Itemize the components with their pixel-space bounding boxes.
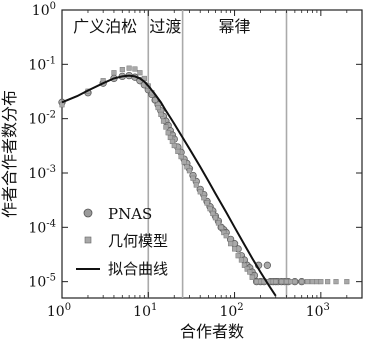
region-label: 广义泊松 [73, 17, 137, 36]
x-tick-label: 100 [47, 302, 71, 320]
legend: PNAS 几何模型 拟合曲线 [76, 205, 168, 278]
geometric-model-point [325, 279, 331, 285]
fit-curve-series [61, 74, 277, 297]
geometric-model-point [184, 164, 190, 170]
geometric-model-point [190, 175, 196, 181]
geometric-model-point [292, 279, 298, 285]
geometric-model-point [333, 279, 339, 285]
geometric-model-point [278, 279, 285, 285]
x-tick-label: 101 [133, 302, 157, 320]
geometric-model-point [186, 168, 192, 174]
geometric-model-point [132, 66, 138, 72]
geometric-model-point [235, 253, 241, 259]
x-axis-ticks: 100 101 102 103 [47, 10, 363, 320]
geometric-model-point [137, 70, 143, 76]
y-tick-label: 10-4 [28, 218, 56, 236]
geometric-model-point [215, 220, 221, 226]
region-labels: 广义泊松 过渡 幂律 [73, 17, 250, 36]
geometric-model-point [241, 262, 247, 268]
geometric-model-point [247, 269, 253, 275]
legend-geometric-marker [84, 236, 92, 244]
pnas-point [263, 261, 272, 269]
region-label: 过渡 [149, 17, 181, 36]
geometric-model-point [201, 195, 207, 201]
geometric-model-point [178, 154, 184, 160]
geometric-model-point [171, 142, 177, 149]
geometric-model-point [304, 279, 311, 285]
geometric-model-point [165, 130, 171, 136]
geometric-model-point [223, 233, 229, 239]
plot-frame [61, 9, 363, 299]
geometric-model-point [244, 266, 250, 272]
geometric-model-point [197, 189, 203, 195]
geometric-model-point [158, 111, 164, 117]
fit-curve-line [61, 74, 277, 297]
geometric-model-point [238, 257, 244, 263]
legend-pnas-label: PNAS [108, 205, 152, 223]
geometric-model-point [299, 279, 305, 285]
geometric-model-point [218, 224, 224, 230]
geometric-model-point [163, 124, 169, 130]
geometric-model-point [344, 279, 350, 285]
geometric-model-point [155, 105, 161, 111]
geometric-model-point [160, 118, 167, 124]
geometric-model-point [152, 97, 158, 103]
y-tick-label: 10-3 [28, 164, 56, 182]
x-tick-label: 102 [219, 302, 243, 320]
geometric-model-point [210, 210, 216, 216]
y-tick-label: 100 [32, 1, 56, 19]
geometric-model-point [318, 279, 324, 285]
legend-fit-label: 拟合曲线 [108, 260, 168, 278]
geometric-model-point [273, 279, 279, 285]
geometric-model-point [193, 182, 199, 188]
geometric-model-point [119, 67, 125, 73]
geometric-model-point [283, 279, 290, 285]
geometric-model-point [126, 65, 132, 71]
geometric-model-point [232, 246, 238, 252]
y-tick-label: 10-5 [28, 273, 56, 291]
geometric-model-point [309, 279, 316, 285]
legend-geometric-label: 几何模型 [108, 232, 168, 250]
geometric-model-point [181, 159, 187, 165]
geometric-model-series [59, 65, 350, 285]
geometric-model-point [204, 200, 210, 206]
x-tick-label: 103 [306, 302, 330, 320]
x-axis-label: 合作者数 [180, 322, 244, 341]
y-tick-label: 10-2 [28, 110, 56, 128]
geometric-model-point [111, 70, 117, 76]
geometric-model-point [59, 102, 65, 108]
y-axis-ticks: 100 10-1 10-2 10-3 10-4 10-5 [28, 1, 362, 291]
geometric-model-point [212, 215, 218, 221]
region-label: 幂律 [219, 17, 251, 36]
geometric-model-point [175, 148, 181, 154]
y-axis-label: 作者合作者数分布 [0, 90, 19, 218]
geometric-model-point [228, 241, 234, 247]
legend-pnas-marker [83, 208, 93, 218]
y-tick-label: 10-1 [28, 55, 56, 73]
geometric-model-point [249, 274, 255, 280]
geometric-model-point [207, 206, 213, 212]
